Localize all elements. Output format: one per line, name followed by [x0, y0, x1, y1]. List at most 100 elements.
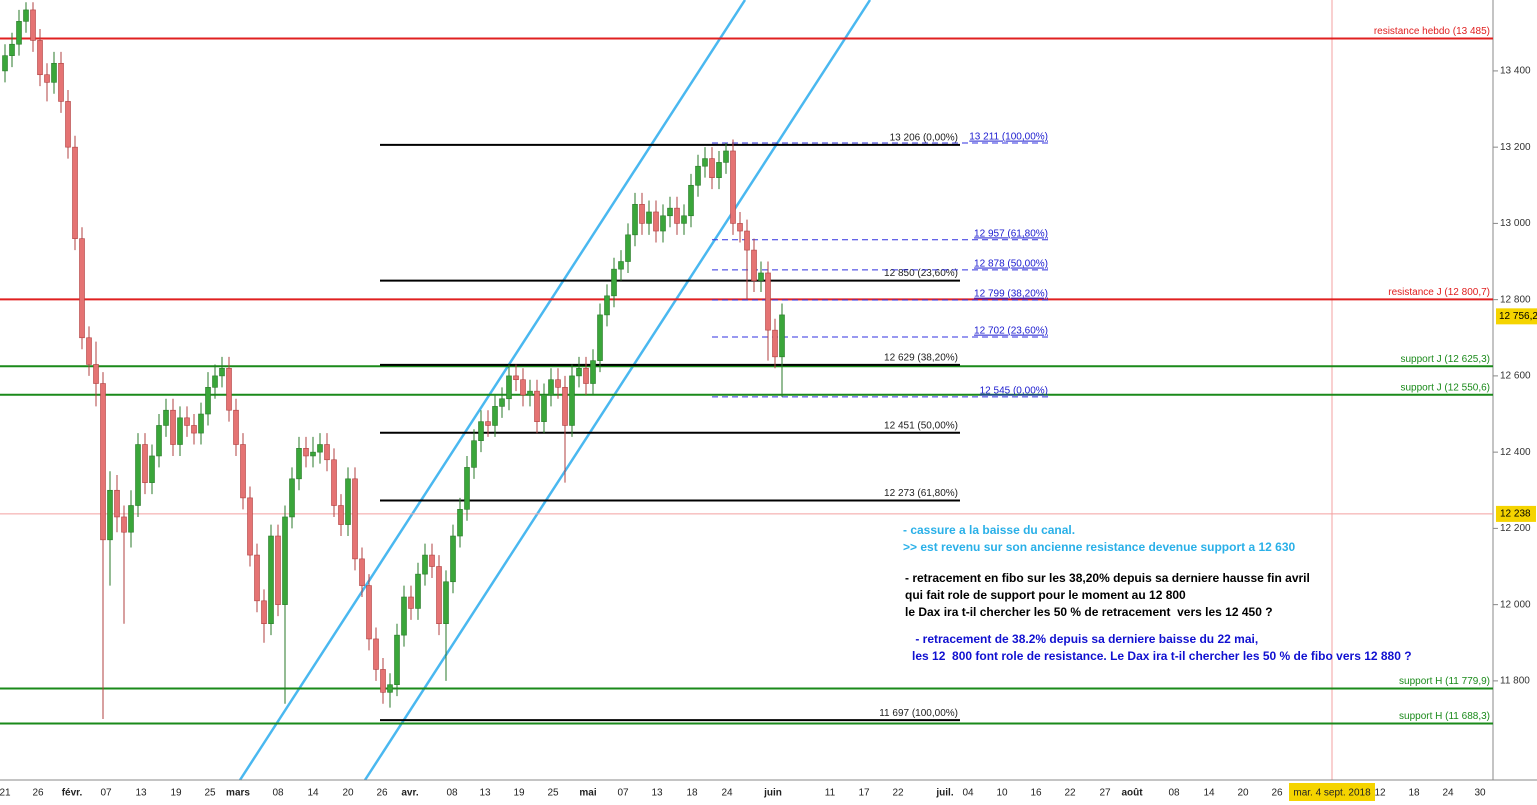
candle-body	[422, 554, 428, 575]
candle-body	[632, 204, 638, 236]
fibo-blue-label: 12 799 (38,20%)	[974, 289, 1048, 300]
candle-body	[37, 40, 43, 76]
annotation: les 12 800 font role de resistance. Le D…	[912, 649, 1412, 663]
candle-body	[233, 409, 239, 445]
candle-body	[114, 489, 120, 518]
y-tick-label: 12 800	[1500, 294, 1531, 305]
candle-body	[401, 596, 407, 636]
y-tick-label: 13 400	[1500, 66, 1531, 77]
annotation: >> est revenu sur son ancienne resistanc…	[903, 540, 1296, 554]
annotation: le Dax ira t-il chercher les 50 % de ret…	[905, 605, 1273, 619]
x-tick-label: mar. 4 sept. 2018	[1293, 788, 1371, 799]
x-tick-label: juil.	[935, 788, 953, 799]
candle-body	[254, 554, 260, 602]
channel-line	[238, 0, 747, 781]
candle-body	[429, 554, 435, 567]
fibo-blue-label: 12 545 (0,00%)	[980, 386, 1048, 397]
y-tick-label: 12 400	[1500, 447, 1531, 458]
candle-body	[268, 535, 274, 624]
candle-body	[779, 314, 785, 358]
x-tick-label: 14	[1203, 788, 1215, 799]
x-tick-label: août	[1121, 788, 1143, 799]
x-tick-label: 17	[858, 788, 870, 799]
x-tick-label: 11	[825, 788, 836, 799]
x-tick-label: mars	[226, 788, 250, 799]
candle-body	[772, 329, 778, 358]
x-tick-label: 13	[135, 788, 147, 799]
x-tick-label: juin	[763, 788, 782, 799]
candle-body	[310, 451, 316, 457]
candle-body	[548, 379, 554, 396]
candle-body	[436, 566, 442, 624]
candle-body	[499, 398, 505, 407]
fibo-label: 12 451 (50,00%)	[884, 420, 958, 431]
candle-body	[338, 505, 344, 525]
x-tick-label: 20	[1237, 788, 1249, 799]
x-tick-label: 27	[1099, 788, 1111, 799]
candle-body	[408, 596, 414, 609]
candle-body	[205, 387, 211, 415]
annotation: - retracement de 38.2% depuis sa dernier…	[912, 632, 1258, 646]
fibo-label: 12 629 (38,20%)	[884, 352, 958, 363]
candle-body	[226, 367, 232, 411]
candle-body	[261, 600, 267, 624]
candle-body	[177, 417, 183, 445]
x-tick-label: 08	[1168, 788, 1180, 799]
x-tick-label: 10	[996, 788, 1008, 799]
candle-body	[79, 238, 85, 339]
candle-body	[541, 394, 547, 422]
x-tick-label: 19	[170, 788, 182, 799]
candle-body	[9, 43, 15, 56]
x-tick-label: 07	[100, 788, 112, 799]
x-tick-label: 30	[1474, 788, 1486, 799]
x-tick-label: 12	[1374, 788, 1386, 799]
x-tick-label: 22	[892, 788, 904, 799]
candle-body	[737, 223, 743, 232]
candle-body	[380, 669, 386, 693]
candle-body	[170, 409, 176, 445]
price-tag-label: 12 756,2	[1499, 311, 1537, 322]
candle-body	[65, 101, 71, 148]
candle-body	[51, 62, 57, 83]
candle-body	[723, 150, 729, 163]
fibo-blue-label: 12 878 (50,00%)	[974, 259, 1048, 270]
crosshair-date-box	[1289, 783, 1375, 801]
fibo-label: 12 273 (61,80%)	[884, 488, 958, 499]
annotation: - retracement en fibo sur les 38,20% dep…	[905, 571, 1310, 585]
y-tick-label: 11 800	[1500, 676, 1530, 687]
candle-body	[128, 505, 134, 533]
candle-body	[730, 150, 736, 224]
candle-body	[163, 409, 169, 426]
candle-body	[751, 249, 757, 281]
candle-body	[485, 421, 491, 426]
candle-body	[646, 211, 652, 224]
candle-body	[247, 497, 253, 556]
candle-body	[366, 585, 372, 640]
x-tick-label: 20	[342, 788, 354, 799]
crosshair-box	[1496, 505, 1536, 522]
candle-body	[352, 478, 358, 560]
x-tick-label: 25	[547, 788, 559, 799]
candle-body	[331, 459, 337, 506]
candle-body	[492, 406, 498, 426]
x-tick-label: 13	[479, 788, 491, 799]
candle-body	[149, 455, 155, 483]
candle-body	[618, 261, 624, 270]
candle-body	[688, 184, 694, 217]
candle-body	[695, 165, 701, 186]
candle-body	[289, 478, 295, 518]
level-label: support J (12 625,3)	[1401, 354, 1491, 365]
crosshair-label: 12 238	[1500, 509, 1531, 520]
candle-body	[569, 375, 575, 426]
candle-body	[702, 158, 708, 167]
candle-body	[282, 516, 288, 605]
candle-body	[240, 444, 246, 499]
fibo-blue-label: 13 211 (100,00%)	[969, 132, 1048, 143]
candle-body	[457, 509, 463, 537]
candle-body	[653, 211, 659, 232]
candle-body	[639, 204, 645, 224]
annotation: qui fait role de support pour le moment …	[905, 588, 1186, 602]
candle-body	[23, 9, 29, 22]
